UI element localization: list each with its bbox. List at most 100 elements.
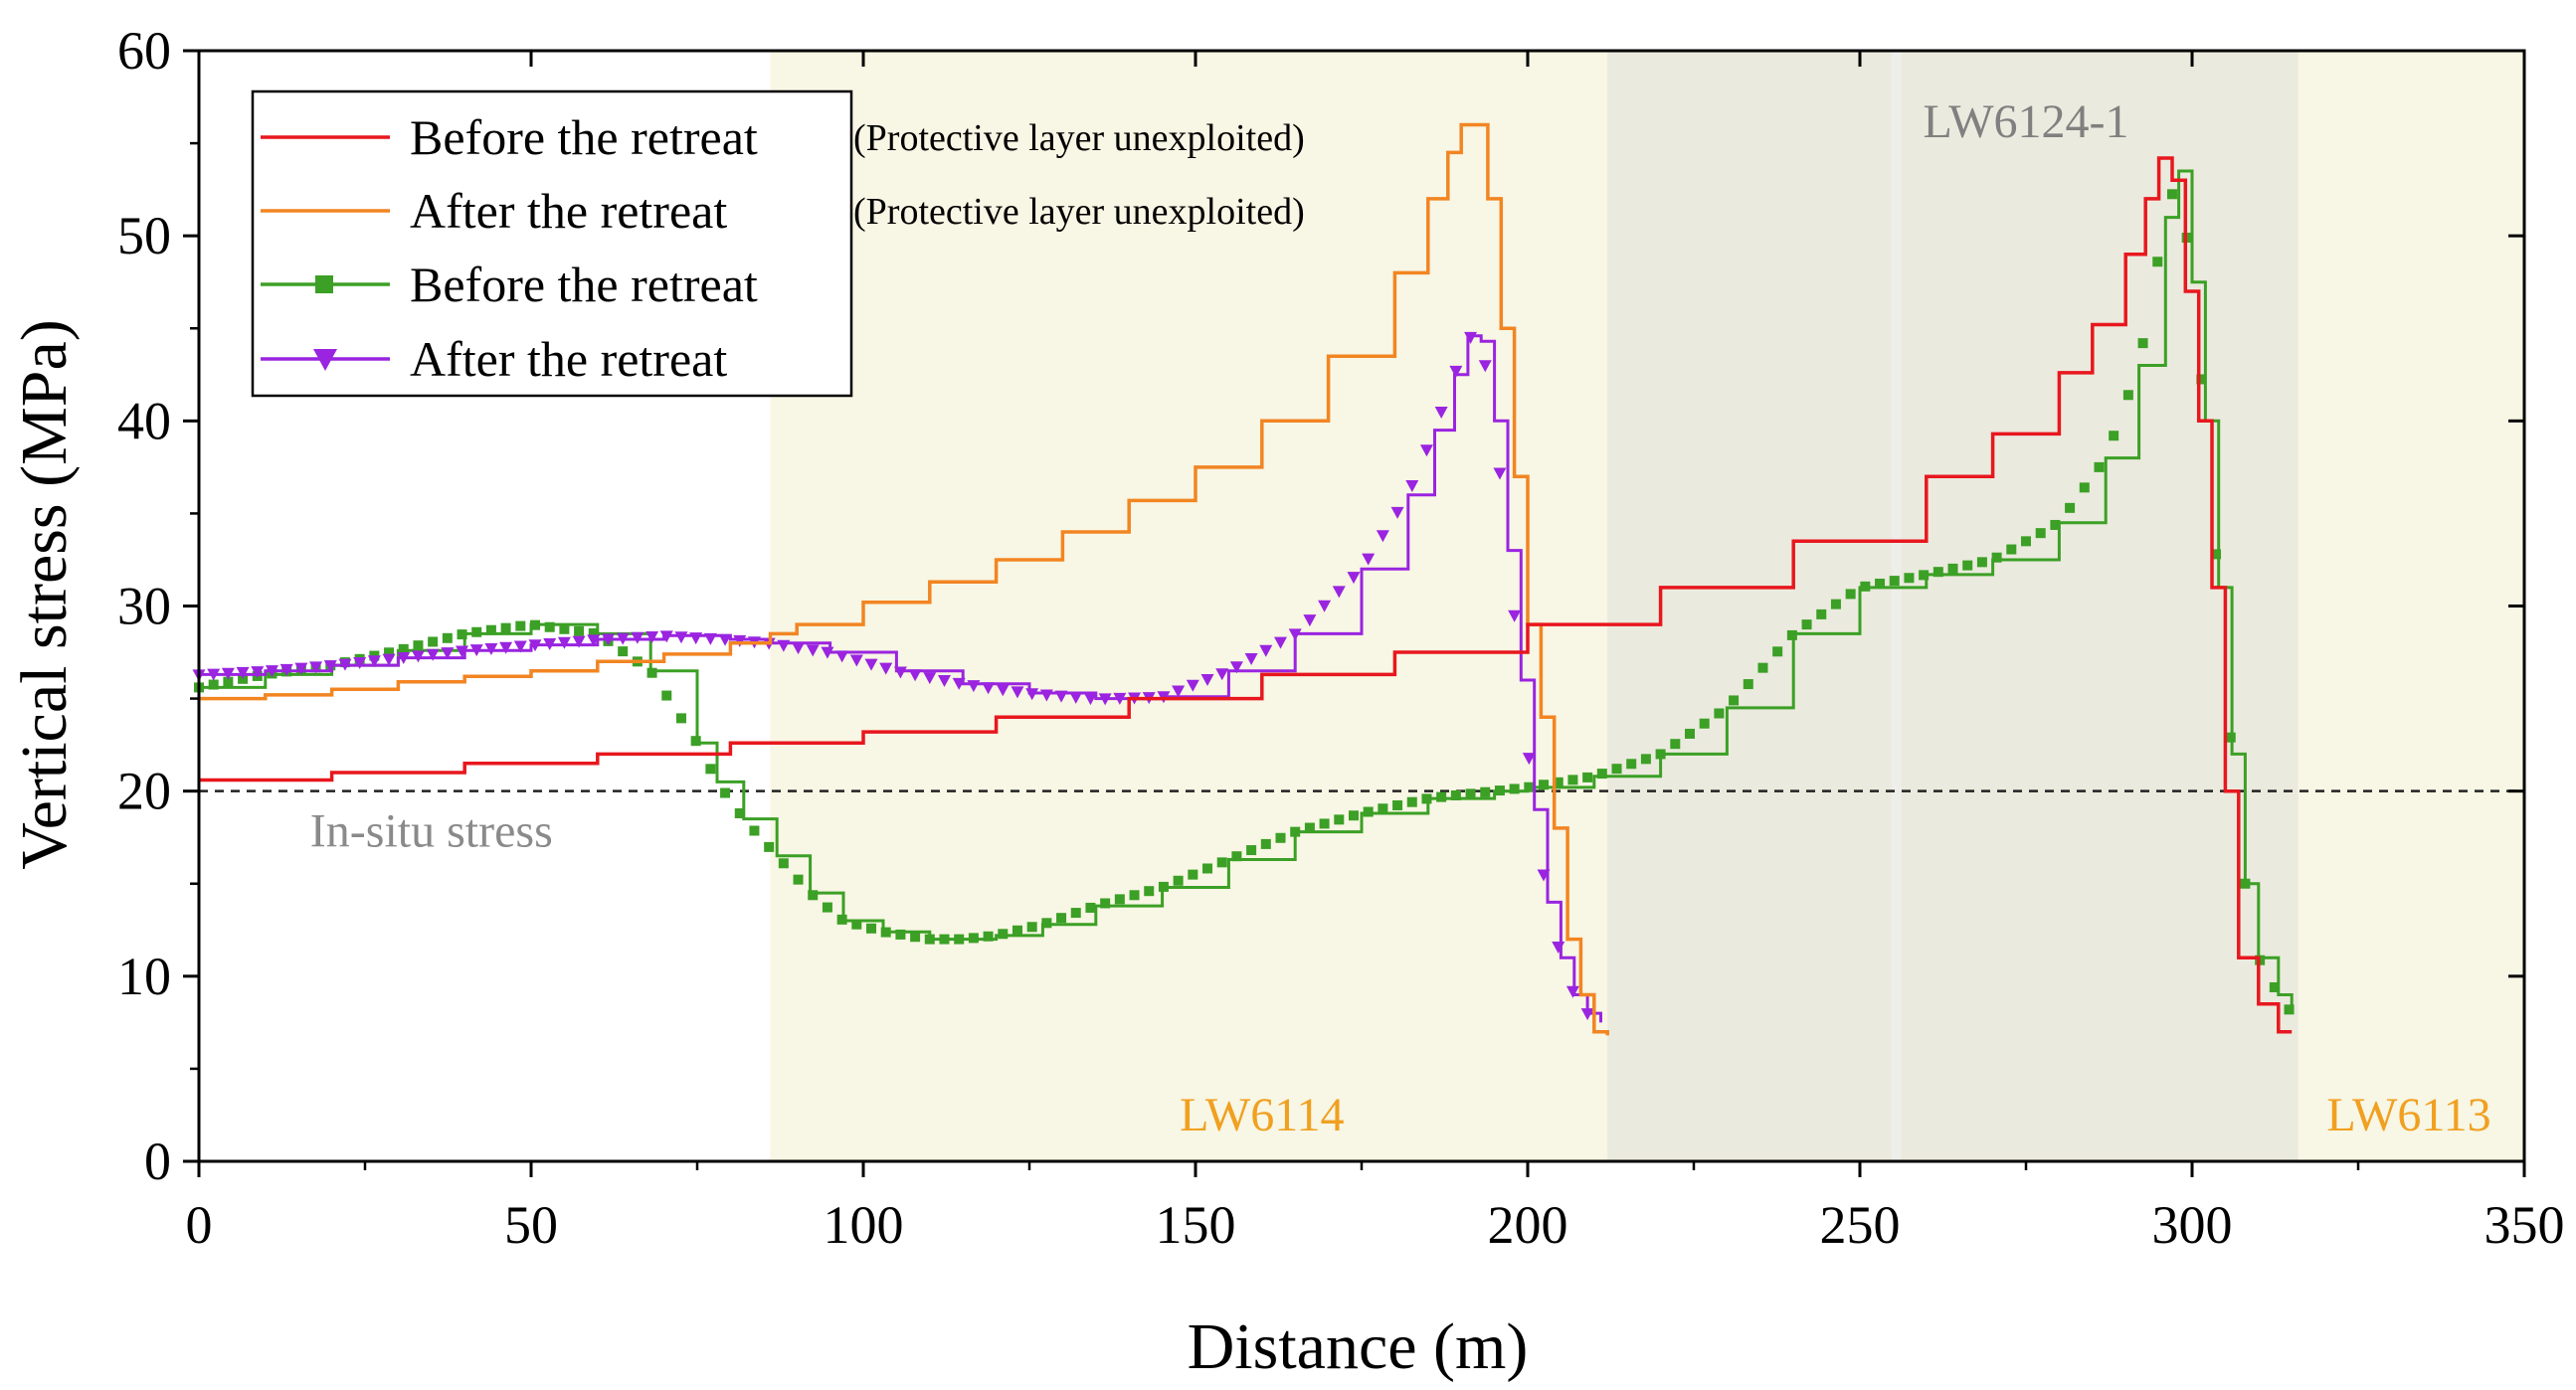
axis-ticks: 0 50 100 150 200 250 300 350 0 10 20 30 40 50 60 [117, 21, 2565, 1255]
series-marker-3 [207, 668, 221, 681]
series-marker-2 [1056, 913, 1067, 924]
series-marker-2 [1729, 695, 1740, 706]
series-marker-2 [646, 667, 657, 678]
series-marker-2 [1378, 803, 1388, 814]
series-marker-2 [588, 627, 599, 638]
series-marker-2 [661, 690, 672, 701]
series-marker-3 [1419, 444, 1433, 457]
series-marker-2 [1582, 772, 1593, 782]
series-marker-2 [2240, 878, 2251, 889]
series-marker-2 [559, 623, 570, 634]
series-marker-2 [1216, 857, 1227, 868]
series-marker-3 [1405, 480, 1419, 493]
series-marker-3 [674, 631, 688, 644]
series-marker-2 [720, 787, 731, 798]
series-3 [192, 331, 1602, 1023]
series-marker-3 [967, 680, 981, 693]
series-marker-3 [382, 653, 396, 666]
series-marker-2 [1611, 764, 1622, 775]
series-marker-3 [1434, 407, 1448, 420]
series-marker-2 [1026, 922, 1037, 933]
y-tick-label: 60 [117, 21, 171, 81]
series-marker-2 [428, 636, 439, 647]
series-marker-3 [849, 654, 863, 667]
series-marker-3 [1362, 553, 1376, 566]
series-marker-2 [2006, 544, 2017, 555]
series-marker-2 [574, 625, 585, 636]
series-marker-3 [456, 645, 469, 658]
legend-label-3: After the retreat [410, 331, 727, 387]
series-marker-3 [1229, 661, 1243, 674]
series-marker-2 [836, 914, 847, 925]
series-marker-2 [1670, 739, 1681, 750]
x-tick-label: 100 [824, 1195, 904, 1255]
series-marker-3 [937, 675, 951, 688]
series-marker-3 [1288, 628, 1302, 641]
series-marker-2 [1260, 838, 1271, 849]
series-marker-2 [2035, 528, 2046, 539]
series-marker-2 [1231, 851, 1242, 862]
series-marker-2 [1509, 783, 1520, 794]
legend-marker-2 [315, 275, 333, 293]
series-marker-2 [208, 679, 219, 690]
legend-note-0: (Protective layer unexploited) [853, 117, 1305, 159]
series-marker-2 [749, 825, 760, 836]
series-marker-2 [2021, 536, 2031, 547]
series-marker-3 [1332, 586, 1346, 599]
series-marker-2 [1845, 589, 1856, 600]
series-marker-3 [631, 631, 644, 644]
series-marker-3 [499, 641, 513, 654]
series-marker-2 [910, 932, 921, 943]
series-marker-2 [2137, 338, 2148, 349]
series-marker-2 [2211, 549, 2222, 560]
series-marker-3 [1098, 693, 1112, 706]
series-marker-2 [1319, 818, 1330, 829]
series-marker-3 [792, 642, 806, 655]
series-marker-3 [1083, 693, 1097, 706]
series-marker-2 [954, 934, 965, 945]
series-marker-2 [705, 764, 716, 775]
series-marker-3 [923, 672, 937, 685]
legend-note-1: (Protective layer unexploited) [853, 191, 1305, 233]
series-marker-3 [236, 666, 250, 679]
series-marker-2 [398, 643, 409, 654]
series-marker-3 [1244, 652, 1258, 665]
series-marker-3 [543, 638, 557, 651]
series-marker-2 [1684, 728, 1695, 739]
series-marker-2 [618, 646, 629, 657]
series-marker-3 [1113, 692, 1127, 705]
series-marker-2 [2109, 431, 2119, 441]
series-marker-3 [557, 636, 571, 649]
series-marker-2 [1567, 775, 1578, 785]
series-marker-2 [1421, 793, 1432, 804]
series-marker-3 [251, 666, 265, 679]
y-axis-title: Vertical stress (MPa) [8, 319, 81, 870]
series-marker-3 [996, 684, 1010, 697]
series-marker-2 [866, 923, 877, 934]
series-marker-3 [718, 633, 732, 646]
series-marker-3 [1200, 673, 1214, 686]
series-marker-2 [2269, 982, 2280, 993]
series-marker-2 [2284, 1004, 2295, 1015]
series-marker-2 [983, 931, 994, 942]
series-marker-3 [294, 662, 308, 675]
series-marker-2 [1246, 845, 1257, 856]
series-marker-2 [2196, 374, 2207, 385]
series-marker-2 [998, 929, 1009, 940]
series-marker-2 [1158, 881, 1169, 892]
series-marker-2 [1334, 814, 1345, 825]
series-marker-3 [1522, 753, 1536, 766]
series-marker-3 [469, 644, 483, 657]
region-label-1: LW6124-1 [1923, 95, 2128, 148]
series-marker-3 [908, 669, 922, 682]
x-tick-label: 350 [2484, 1195, 2565, 1255]
series-marker-3 [689, 632, 703, 645]
series-marker-2 [734, 808, 745, 819]
series-marker-3 [1580, 1008, 1594, 1021]
y-tick-label: 20 [117, 762, 171, 821]
series-marker-2 [2122, 390, 2133, 401]
series-marker-2 [485, 624, 496, 635]
region-0 [770, 51, 1608, 1161]
region-1 [1607, 51, 2299, 1161]
